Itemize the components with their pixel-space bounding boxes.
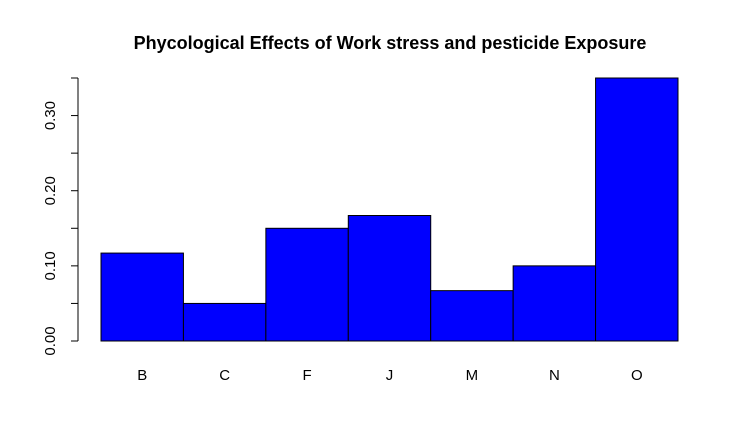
y-tick-label: 0.20	[42, 176, 59, 205]
y-tick-label: 0.30	[42, 101, 59, 130]
x-tick-label-b: B	[137, 367, 147, 384]
y-tick-label: 0.00	[42, 326, 59, 355]
y-axis: 0.00 0.10 0.20 0.30	[42, 77, 79, 356]
bar-m	[430, 290, 514, 342]
bar-j	[347, 215, 432, 342]
bar-c	[182, 302, 267, 342]
y-tick-label: 0.10	[42, 251, 59, 280]
x-tick-label-f: F	[302, 367, 311, 384]
chart-title: Phycological Effects of Work stress and …	[134, 33, 647, 53]
x-tick-label-o: O	[631, 367, 643, 384]
x-tick-label-j: J	[386, 367, 394, 384]
bar-o	[595, 77, 679, 342]
x-tick-label-n: N	[549, 367, 560, 384]
bars-layer	[100, 77, 679, 342]
bar-f	[265, 227, 349, 342]
bar-b	[100, 252, 184, 342]
bar-n	[512, 265, 597, 342]
x-tick-label-m: M	[466, 367, 479, 384]
x-tick-label-c: C	[219, 367, 230, 384]
